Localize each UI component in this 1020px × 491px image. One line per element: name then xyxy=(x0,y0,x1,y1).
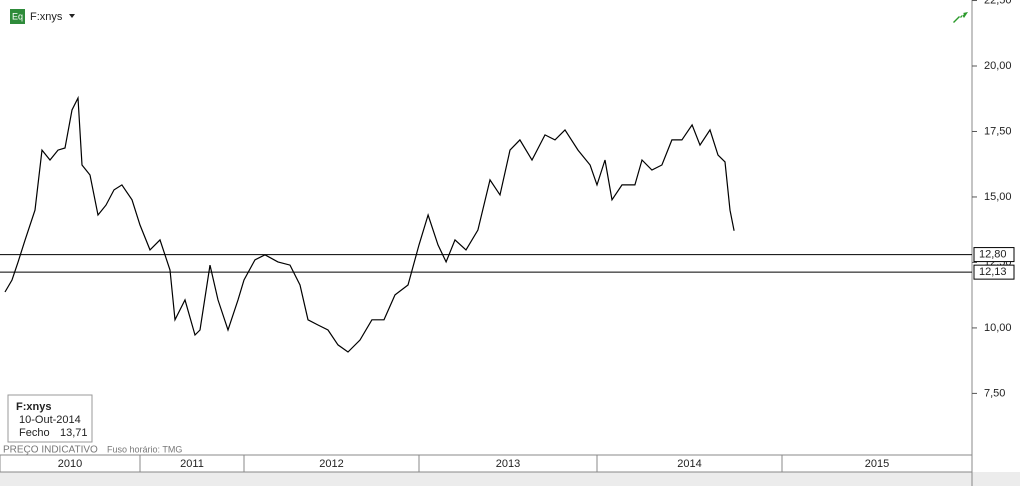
info-box xyxy=(7,394,93,443)
level-label: 12,13 xyxy=(979,266,1007,278)
y-tick-label: 15,00 xyxy=(984,191,1012,203)
level-tag xyxy=(973,247,1015,263)
x-tick-label: 2014 xyxy=(677,458,701,470)
symbol-label[interactable]: F:xnys xyxy=(30,11,63,23)
x-tick-label: 2011 xyxy=(180,458,204,470)
y-tick-label: 20,00 xyxy=(984,60,1012,72)
x-tick-label: 2010 xyxy=(58,458,82,470)
symbol-icon-text: Eq xyxy=(12,11,23,21)
y-tick-label: 17,50 xyxy=(984,125,1012,137)
trend-icon[interactable] xyxy=(953,12,968,23)
price-line xyxy=(4,95,735,353)
x-tick-label: 2012 xyxy=(319,458,343,470)
symbol-icon[interactable] xyxy=(10,9,25,24)
level-tag xyxy=(973,264,1015,280)
x-tick-label: 2015 xyxy=(865,458,889,470)
y-tick-label: 22,50 xyxy=(984,0,1012,6)
dropdown-arrow[interactable] xyxy=(69,14,75,18)
info-value: 13,71 xyxy=(60,427,88,439)
y-tick-label: 7,50 xyxy=(984,387,1005,399)
info-date: 10-Out-2014 xyxy=(19,414,81,426)
level-label: 12,80 xyxy=(979,248,1007,260)
y-tick-label: 10,00 xyxy=(984,322,1012,334)
info-field: Fecho xyxy=(19,427,50,439)
x-tick-label: 2013 xyxy=(496,458,520,470)
info-symbol: F:xnys xyxy=(16,401,51,413)
footer-timezone: Fuso horário: TMG xyxy=(107,444,182,454)
footer-note: PREÇO INDICATIVO xyxy=(3,445,98,456)
bottom-bar xyxy=(0,472,1020,486)
